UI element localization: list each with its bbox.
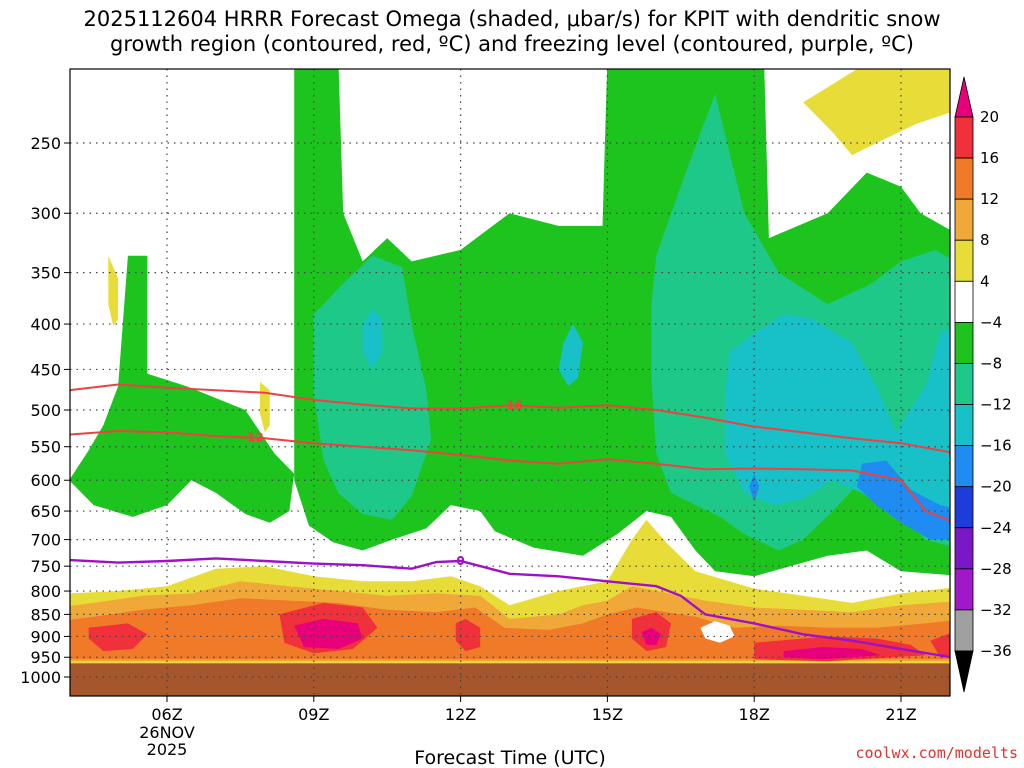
y-tick-label: 900 xyxy=(30,627,61,646)
omega-region-white-hole xyxy=(700,621,735,643)
plot-area: −16 −12 0 xyxy=(70,69,950,696)
colorbar-bin xyxy=(954,568,974,611)
y-tick-label: 750 xyxy=(30,557,61,576)
y-tick-label: 500 xyxy=(30,401,61,420)
y-tick-label: 850 xyxy=(30,605,61,624)
omega-region-red-blob-1 xyxy=(88,623,148,652)
ground-fill xyxy=(70,663,950,696)
omega-region-magenta-blob-3 xyxy=(783,647,882,660)
chart-title-line-2: growth region (contoured, red, ºC) and f… xyxy=(110,32,914,56)
colorbar-bin xyxy=(954,363,974,405)
colorbar-tick-label: −8 xyxy=(980,354,1002,372)
y-tick-label: 1000 xyxy=(20,668,61,687)
colorbar-bin xyxy=(954,280,974,323)
y-tick-label: 250 xyxy=(30,134,61,153)
plot-frame xyxy=(69,68,951,697)
y-tick-label: 650 xyxy=(30,502,61,521)
y-tick-label: 700 xyxy=(30,531,61,550)
colorbar-tick-label: 4 xyxy=(980,272,990,290)
contour-label--12: −12 xyxy=(237,431,264,445)
omega-region-cyan-small-mid xyxy=(558,324,583,387)
colorbar-tick-label: −16 xyxy=(980,437,1012,455)
chart-title-line-1: 2025112604 HRRR Forecast Omega (shaded, … xyxy=(84,7,941,31)
omega-region-magenta-blob-1 xyxy=(294,618,363,649)
x-tick-sublabel: 2025 xyxy=(147,740,188,759)
omega-region-yellow-dot-left xyxy=(108,255,119,326)
ground-layer xyxy=(70,663,950,696)
omega-region-yellow-dot-mid xyxy=(260,382,270,433)
contour-label-0: 0 xyxy=(456,554,464,568)
y-tick-label: 400 xyxy=(30,315,61,334)
colorbar-bin xyxy=(954,157,974,200)
x-tick-label: 21Z xyxy=(885,705,916,724)
y-tick-label: 450 xyxy=(30,360,61,379)
contour-lines: −16 −12 0 xyxy=(70,383,950,659)
colorbar-tick-label: −12 xyxy=(980,396,1012,414)
y-tick-label: 300 xyxy=(30,204,61,223)
colorbar-bin xyxy=(954,198,974,241)
contour-dgz_isotherm--16 xyxy=(70,383,950,454)
colorbar-tick-label: −4 xyxy=(980,313,1002,331)
x-tick-label: 06Z xyxy=(151,705,182,724)
colorbar-tick-label: 20 xyxy=(980,108,999,126)
grid-lines xyxy=(70,69,950,696)
x-tick-label: 09Z xyxy=(298,705,329,724)
y-tick-label: 350 xyxy=(30,264,61,283)
omega-region-red-blob-6 xyxy=(930,633,950,658)
colorbar-bin xyxy=(954,321,974,364)
colorbar-bin xyxy=(954,239,974,282)
colorbar-tick-label: 12 xyxy=(980,190,999,208)
omega-region-blue-right xyxy=(857,460,950,540)
colorbar-tick-label: −28 xyxy=(980,560,1012,578)
omega-region-blue-dot-mid xyxy=(749,473,760,503)
omega-region-red-blob-3 xyxy=(455,618,481,652)
colorbar-tick-label: 16 xyxy=(980,149,999,167)
colorbar-bin xyxy=(954,486,974,529)
colorbar-bin xyxy=(954,609,974,652)
omega-region-cyan-small-left xyxy=(362,309,383,370)
y-tick-label: 950 xyxy=(30,648,61,667)
colorbar-tick-label: 8 xyxy=(980,231,990,249)
omega-region-yellow-top-right xyxy=(803,69,950,156)
omega-shading xyxy=(70,69,950,664)
contour-dgz_isotherm--12 xyxy=(70,429,950,522)
contour-label--16: −16 xyxy=(496,398,523,412)
y-tick-label: 600 xyxy=(30,471,61,490)
contour-freezing_level-0 xyxy=(70,557,950,659)
colorbar-bin xyxy=(954,116,974,159)
x-axis-label: Forecast Time (UTC) xyxy=(414,747,605,768)
colorbar-tick-label: −20 xyxy=(980,478,1012,496)
colorbar-bin xyxy=(954,404,974,447)
colorbar-tick-label: −32 xyxy=(980,601,1012,619)
x-tick-label: 18Z xyxy=(739,705,770,724)
colorbar-tick-label: −24 xyxy=(980,519,1012,537)
colorbar-bin xyxy=(954,650,974,693)
x-tick-label: 12Z xyxy=(445,705,476,724)
colorbar: 20 16 12 8 4 −4 −8 −12 −16 −20 −24 −28 −32 −36 xyxy=(954,76,1012,693)
x-tick-label: 15Z xyxy=(592,705,623,724)
y-tick-label: 800 xyxy=(30,582,61,601)
x-tick-sublabel: 26NOV xyxy=(139,723,195,742)
colorbar-bin xyxy=(954,445,974,488)
omega-region-magenta-blob-2 xyxy=(641,627,662,645)
colorbar-tick-label: −36 xyxy=(980,642,1012,660)
colorbar-bin xyxy=(954,527,974,570)
y-tick-label: 550 xyxy=(30,438,61,457)
y-axis-ticks: 250 300 350 400 450 500 550 600 650 700 750 800 850 9… xyxy=(20,134,70,687)
credit-text: coolwx.com/modelts xyxy=(855,744,1018,762)
omega-region-teal-left xyxy=(313,255,432,520)
